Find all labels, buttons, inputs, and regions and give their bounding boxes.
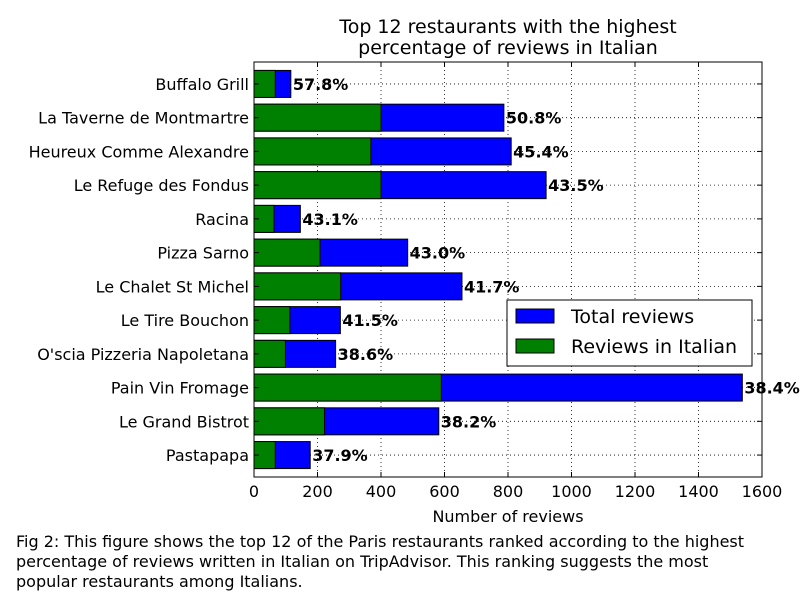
- y-tick-labels: Buffalo Grill La Taverne de Montmartre Heu…: [29, 75, 762, 465]
- data-label: 41.5%: [342, 311, 398, 330]
- y-tick-label: Pain Vin Fromage: [111, 379, 249, 398]
- legend-label: Reviews in Italian: [571, 336, 737, 358]
- bar-reviews-in-italian: [253, 103, 382, 132]
- data-label: 41.7%: [464, 277, 520, 296]
- x-tick-label: 1200: [615, 482, 656, 501]
- y-tick-label: O'scia Pizzeria Napoletana: [37, 345, 249, 364]
- bar-chart: Top 12 restaurants with the highest perce…: [29, 16, 800, 526]
- data-labels: 57.8% 50.8% 45.4% 43.5% 43.1% 43.0% 41.7% 41.5%…: [293, 75, 800, 465]
- data-label: 43.0%: [410, 244, 466, 263]
- x-tick-label: 800: [493, 482, 524, 501]
- data-label: 43.1%: [302, 210, 358, 229]
- data-label: 37.9%: [312, 446, 368, 465]
- y-tick-label: Pastapapa: [166, 446, 249, 465]
- bar-reviews-in-italian: [253, 171, 382, 200]
- y-tick-label: Le Grand Bistrot: [119, 412, 249, 431]
- y-tick-label: Pizza Sarno: [157, 244, 249, 263]
- chart-title-line: percentage of reviews in Italian: [358, 37, 658, 59]
- x-tick-label: 600: [429, 482, 460, 501]
- data-label: 38.6%: [338, 345, 394, 364]
- bar-reviews-in-italian: [253, 272, 342, 301]
- y-tick-label: Buffalo Grill: [155, 75, 249, 94]
- data-label: 50.8%: [506, 109, 562, 128]
- bars: [253, 69, 743, 470]
- chart-title-line: Top 12 restaurants with the highest: [338, 16, 676, 38]
- y-tick-label: Heureux Comme Alexandre: [29, 142, 249, 161]
- data-label: 38.2%: [441, 412, 497, 431]
- legend-swatch: [515, 338, 555, 354]
- chart-title: Top 12 restaurants with the highest perce…: [338, 16, 676, 59]
- x-tick-label: 0: [249, 482, 259, 501]
- bar-reviews-in-italian: [253, 238, 321, 267]
- x-tick-label: 1400: [678, 482, 719, 501]
- x-tick-label: 400: [366, 482, 397, 501]
- data-label: 38.4%: [744, 379, 800, 398]
- x-tick-label: 1000: [551, 482, 592, 501]
- data-label: 57.8%: [293, 75, 349, 94]
- y-tick-label: Le Chalet St Michel: [96, 277, 249, 296]
- bar-reviews-in-italian: [253, 306, 291, 335]
- data-label: 43.5%: [548, 176, 604, 195]
- data-label: 45.4%: [513, 142, 569, 161]
- bar-reviews-in-italian: [253, 407, 325, 436]
- x-tick-label: 1600: [742, 482, 783, 501]
- legend-label: Total reviews: [570, 306, 694, 328]
- bar-reviews-in-italian: [253, 137, 372, 166]
- figure-caption: Fig 2: This figure shows the top 12 of t…: [16, 532, 745, 591]
- x-tick-label: 200: [302, 482, 333, 501]
- bar-reviews-in-italian: [253, 373, 442, 402]
- x-axis-label: Number of reviews: [432, 507, 583, 526]
- y-tick-label: Racina: [195, 210, 249, 229]
- legend: Total reviews Reviews in Italian: [506, 299, 753, 367]
- plot-frame: [253, 61, 763, 478]
- y-tick-label: La Taverne de Montmartre: [38, 109, 249, 128]
- legend-swatch: [515, 308, 555, 324]
- y-tick-label: Le Tire Bouchon: [121, 311, 249, 330]
- y-tick-label: Le Refuge des Fondus: [74, 176, 249, 195]
